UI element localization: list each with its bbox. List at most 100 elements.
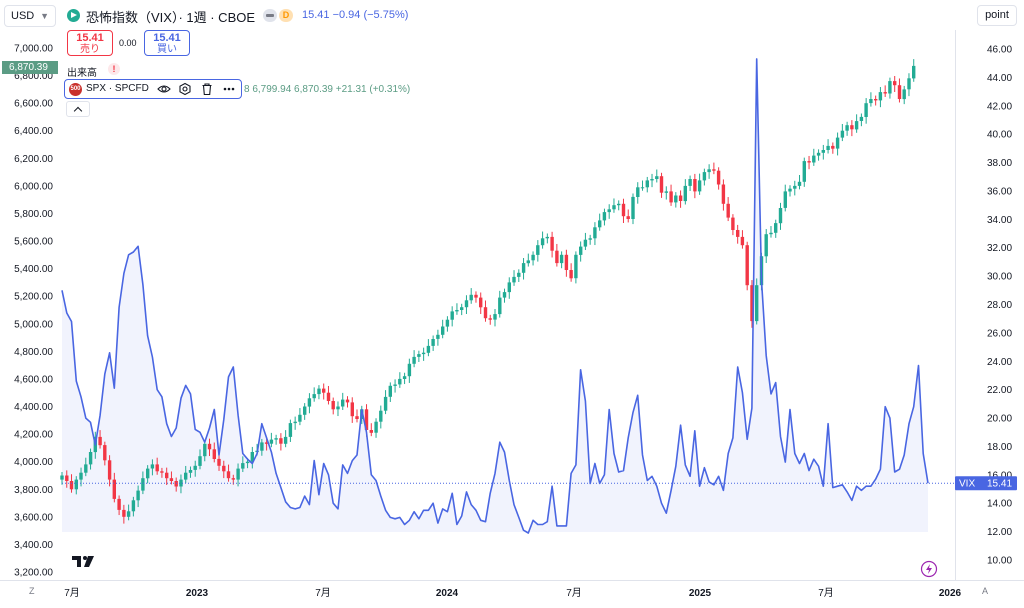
more-icon[interactable] xyxy=(222,82,236,96)
spx-candle xyxy=(122,509,126,517)
spx-candle xyxy=(426,345,431,353)
time-axis-tick-label: 7月 xyxy=(566,587,582,599)
right-axis-tick-label: 22.00 xyxy=(987,385,1012,396)
spx-candle xyxy=(640,187,645,189)
spx-candle xyxy=(74,479,78,490)
spx-candle xyxy=(669,191,673,203)
volume-label[interactable]: 出来高 xyxy=(67,68,97,79)
spx-candle xyxy=(383,396,388,411)
spx-candle xyxy=(421,352,426,355)
buy-button[interactable]: 15.41 買い xyxy=(144,30,190,56)
eye-icon[interactable] xyxy=(157,82,171,96)
spx-candle xyxy=(222,465,226,472)
spx-candle xyxy=(450,311,454,320)
spx-candle xyxy=(65,475,69,481)
spx-candle xyxy=(702,172,707,181)
delayed-badge[interactable]: D xyxy=(279,9,293,22)
spx-candle xyxy=(364,409,369,430)
tradingview-logo xyxy=(72,556,94,567)
auto-scale-label[interactable]: A xyxy=(982,586,989,596)
spx-candle xyxy=(607,209,611,213)
left-axis-tick-label: 3,200.00 xyxy=(14,568,53,579)
spx-candle xyxy=(807,161,811,163)
spx-candle xyxy=(479,297,483,308)
spx-candle xyxy=(564,254,569,270)
right-axis-tick-label: 18.00 xyxy=(987,442,1012,453)
spx-candle xyxy=(350,402,354,417)
spx-candle xyxy=(298,414,302,422)
spx-candle xyxy=(431,339,435,346)
trash-icon[interactable] xyxy=(200,82,214,96)
spx-candle xyxy=(683,185,687,202)
spx-candle xyxy=(245,461,250,464)
spx-candle xyxy=(98,436,102,446)
spx-candle xyxy=(141,478,145,491)
spx-candle xyxy=(812,155,816,163)
right-axis-tick-label: 24.00 xyxy=(987,357,1012,368)
spread-value: 0.00 xyxy=(119,38,137,48)
right-axis-tick-label: 36.00 xyxy=(987,186,1012,197)
spx-candle xyxy=(455,310,459,312)
spx-candle xyxy=(345,399,350,403)
spx-candle xyxy=(750,285,754,322)
spx-candle xyxy=(69,481,74,490)
spx-candle xyxy=(731,217,735,230)
time-axis-tick-label: 2023 xyxy=(186,588,209,599)
spx-candle xyxy=(169,478,174,481)
left-axis-tick-label: 5,800.00 xyxy=(14,209,53,220)
warning-icon[interactable]: ! xyxy=(108,63,120,75)
unit-selector[interactable]: point xyxy=(977,5,1017,26)
spx-candle xyxy=(659,176,664,193)
spx-candle xyxy=(160,471,164,473)
spx-candle xyxy=(279,438,283,444)
spx-candle xyxy=(697,180,702,192)
buy-label: 買い xyxy=(157,44,177,55)
spx-candle xyxy=(436,334,440,339)
spx-candle xyxy=(212,449,216,459)
sell-button[interactable]: 15.41 売り xyxy=(67,30,113,56)
left-axis-tick-label: 4,600.00 xyxy=(14,374,53,385)
spx-candle xyxy=(769,232,773,235)
sell-label: 売り xyxy=(80,44,100,55)
quote-change: 15.41 −0.94 (−5.75%) xyxy=(302,9,409,21)
spx-candle xyxy=(626,216,630,219)
spx-candle xyxy=(902,89,906,100)
spx-candle xyxy=(907,78,911,90)
currency-selector[interactable]: USD ▼ xyxy=(4,5,56,27)
symbol-title[interactable]: 恐怖指数（VIX）· 1週 · CBOE xyxy=(86,10,256,25)
spx-candle xyxy=(507,282,511,293)
spx-candle xyxy=(283,436,288,444)
spx-candle xyxy=(84,464,88,473)
compare-symbol-legend[interactable]: 500 SPX · SPCFD xyxy=(64,79,242,99)
spx-candle xyxy=(441,326,445,335)
spx-candle xyxy=(231,478,235,480)
spx-candle xyxy=(688,179,692,186)
spx-candle xyxy=(79,472,83,480)
left-axis-tick-label: 5,200.00 xyxy=(14,292,53,303)
spx-candle xyxy=(369,430,373,433)
spx-candle xyxy=(840,130,845,138)
spx-candle xyxy=(540,238,545,246)
spx-candle xyxy=(569,270,573,279)
vix-last-price-tag: VIX 15.41 xyxy=(955,476,1017,491)
spx-candle xyxy=(398,378,402,385)
spx-candle xyxy=(155,464,159,472)
spx-candle xyxy=(826,145,830,150)
spx-candle xyxy=(107,460,112,480)
market-closed-icon[interactable] xyxy=(263,9,277,22)
spx-candle xyxy=(636,187,640,197)
vix-line xyxy=(61,58,929,534)
spx-candle xyxy=(602,212,607,221)
spx-candle xyxy=(864,103,868,117)
zoom-corner-label[interactable]: Z xyxy=(29,586,35,596)
right-axis-divider xyxy=(955,30,956,580)
spx-candle xyxy=(674,195,678,203)
time-axis-divider xyxy=(0,580,1024,581)
settings-icon[interactable] xyxy=(178,82,192,96)
spx-candle xyxy=(526,260,530,264)
spx-candle xyxy=(664,191,668,193)
spx-candle xyxy=(764,234,768,257)
collapse-legend-button[interactable] xyxy=(66,101,90,117)
